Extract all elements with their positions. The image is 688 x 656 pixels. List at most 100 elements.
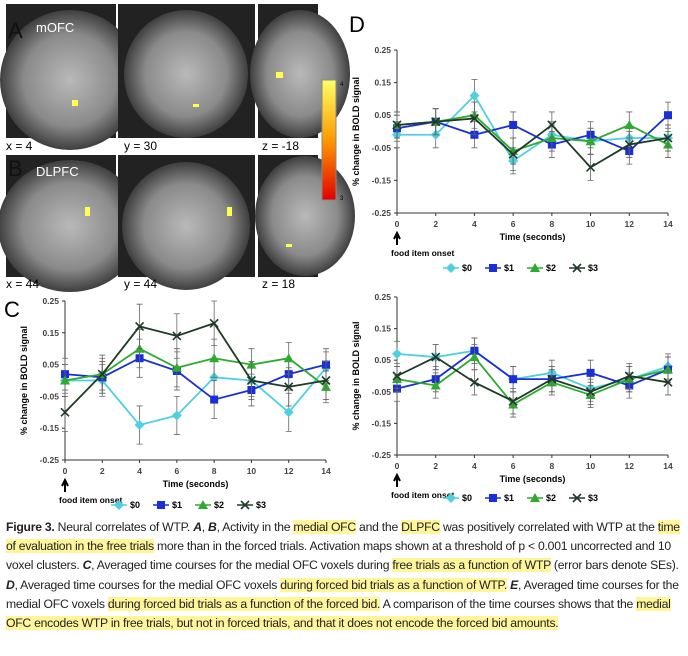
caption-run: A bbox=[193, 520, 202, 534]
y-tick-label: 0.25 bbox=[374, 45, 391, 55]
panel-letter: C bbox=[4, 297, 20, 322]
x-tick-label: 12 bbox=[284, 466, 294, 476]
y-tick-label: 0.05 bbox=[42, 360, 59, 370]
region-label: DLPFC bbox=[36, 164, 79, 179]
caption-run: medial OFC bbox=[293, 520, 356, 534]
y-tick-label: 0.25 bbox=[42, 296, 59, 306]
series-line bbox=[396, 349, 669, 390]
x-tick-label: 6 bbox=[174, 466, 179, 476]
marker bbox=[431, 117, 441, 127]
x-tick-label: 4 bbox=[472, 219, 477, 229]
marker bbox=[392, 348, 402, 359]
y-tick-label: 0.25 bbox=[374, 292, 391, 302]
marker bbox=[171, 410, 182, 421]
y-tick-label: -0.25 bbox=[372, 450, 392, 460]
legend-marker bbox=[446, 493, 456, 503]
y-tick-label: 0.05 bbox=[374, 355, 391, 365]
marker bbox=[469, 377, 479, 387]
legend-label: $1 bbox=[504, 493, 514, 503]
x-tick-label: 12 bbox=[625, 461, 635, 471]
legend-marker bbox=[530, 493, 540, 502]
caption-run: C bbox=[82, 558, 92, 573]
legend-marker bbox=[489, 494, 497, 502]
y-tick-label: -0.05 bbox=[40, 391, 60, 401]
series-line bbox=[64, 347, 327, 388]
legend-marker bbox=[572, 263, 582, 273]
x-tick-label: 10 bbox=[586, 219, 596, 229]
marker bbox=[321, 375, 331, 386]
y-axis-label: % change in BOLD signal bbox=[351, 321, 361, 430]
marker bbox=[210, 395, 219, 404]
marker bbox=[284, 382, 294, 392]
legend-marker bbox=[489, 264, 497, 272]
caption-run: and the bbox=[355, 520, 402, 534]
marker bbox=[430, 380, 441, 390]
series-line bbox=[64, 357, 327, 401]
x-axis-label: Time (seconds) bbox=[500, 474, 566, 484]
colorbar-label: 4 bbox=[340, 82, 344, 88]
marker bbox=[547, 374, 557, 384]
legend-marker bbox=[198, 500, 208, 509]
x-tick-label: 4 bbox=[137, 466, 142, 476]
marker bbox=[624, 371, 634, 381]
legend-label: $1 bbox=[172, 500, 182, 510]
annotation: food item onset bbox=[391, 490, 454, 500]
annotation: food item onset bbox=[59, 495, 122, 505]
y-tick-label: -0.25 bbox=[372, 208, 392, 218]
x-tick-label: 2 bbox=[433, 461, 438, 471]
caption-run: , bbox=[201, 520, 209, 534]
marker bbox=[585, 136, 596, 146]
x-axis-label: Time (seconds) bbox=[163, 479, 229, 489]
x-tick-label: 0 bbox=[395, 219, 400, 229]
legend-label: $2 bbox=[546, 493, 556, 503]
region-label: mOFC bbox=[36, 20, 74, 35]
figure: A mOFC B DLPFC x = 4 y = 30 z = -18 x = … bbox=[0, 4, 673, 510]
caption-run: was positively correlated with WTP at th… bbox=[439, 520, 658, 534]
y-axis-label: % change in BOLD signal bbox=[19, 326, 29, 435]
legend-label: $3 bbox=[256, 500, 266, 510]
legend-marker bbox=[572, 493, 582, 503]
x-tick-label: 10 bbox=[586, 461, 596, 471]
caption-run: , Averaged time courses for the medial O… bbox=[14, 577, 281, 592]
x-tick-label: 6 bbox=[511, 219, 516, 229]
legend-label: $3 bbox=[588, 493, 598, 503]
marker bbox=[60, 375, 70, 385]
slice-label: y = 30 bbox=[124, 139, 157, 153]
x-tick-label: 8 bbox=[212, 466, 217, 476]
series-line bbox=[396, 349, 669, 390]
marker bbox=[469, 113, 479, 124]
y-tick-label: 0.15 bbox=[42, 328, 59, 338]
annotation: food item onset bbox=[391, 248, 454, 258]
marker bbox=[283, 407, 294, 418]
caption-run: B bbox=[208, 520, 217, 534]
x-tick-label: 10 bbox=[247, 466, 257, 476]
marker bbox=[547, 120, 557, 130]
marker bbox=[171, 362, 182, 372]
legend-marker bbox=[114, 500, 124, 510]
y-tick-label: -0.15 bbox=[372, 418, 392, 428]
x-tick-label: 8 bbox=[549, 461, 554, 471]
x-tick-label: 2 bbox=[100, 466, 105, 476]
y-tick-label: 0.05 bbox=[374, 110, 391, 120]
y-tick-label: -0.05 bbox=[372, 387, 392, 397]
caption: Figure 3. Neural correlates of WTP. A, B… bbox=[6, 518, 682, 654]
legend-label: $0 bbox=[462, 493, 472, 503]
caption-run: , Averaged time courses for the medial O… bbox=[91, 558, 393, 573]
legend-marker bbox=[446, 263, 456, 273]
legend-label: $2 bbox=[546, 263, 556, 273]
marker bbox=[469, 352, 480, 362]
marker bbox=[664, 111, 672, 120]
slice-label: z = -18 bbox=[262, 139, 299, 153]
x-tick-label: 2 bbox=[433, 219, 438, 229]
y-tick-label: 0.15 bbox=[374, 324, 391, 334]
caption-run: , Averaged time courses for the medial O… bbox=[6, 577, 679, 611]
series-line bbox=[65, 367, 327, 427]
marker bbox=[508, 149, 518, 159]
marker bbox=[586, 368, 595, 377]
panel-letter: A bbox=[8, 18, 23, 43]
marker bbox=[509, 375, 518, 384]
x-tick-label: 4 bbox=[472, 461, 477, 471]
legend-label: $0 bbox=[462, 263, 472, 273]
x-tick-label: 0 bbox=[63, 466, 68, 476]
